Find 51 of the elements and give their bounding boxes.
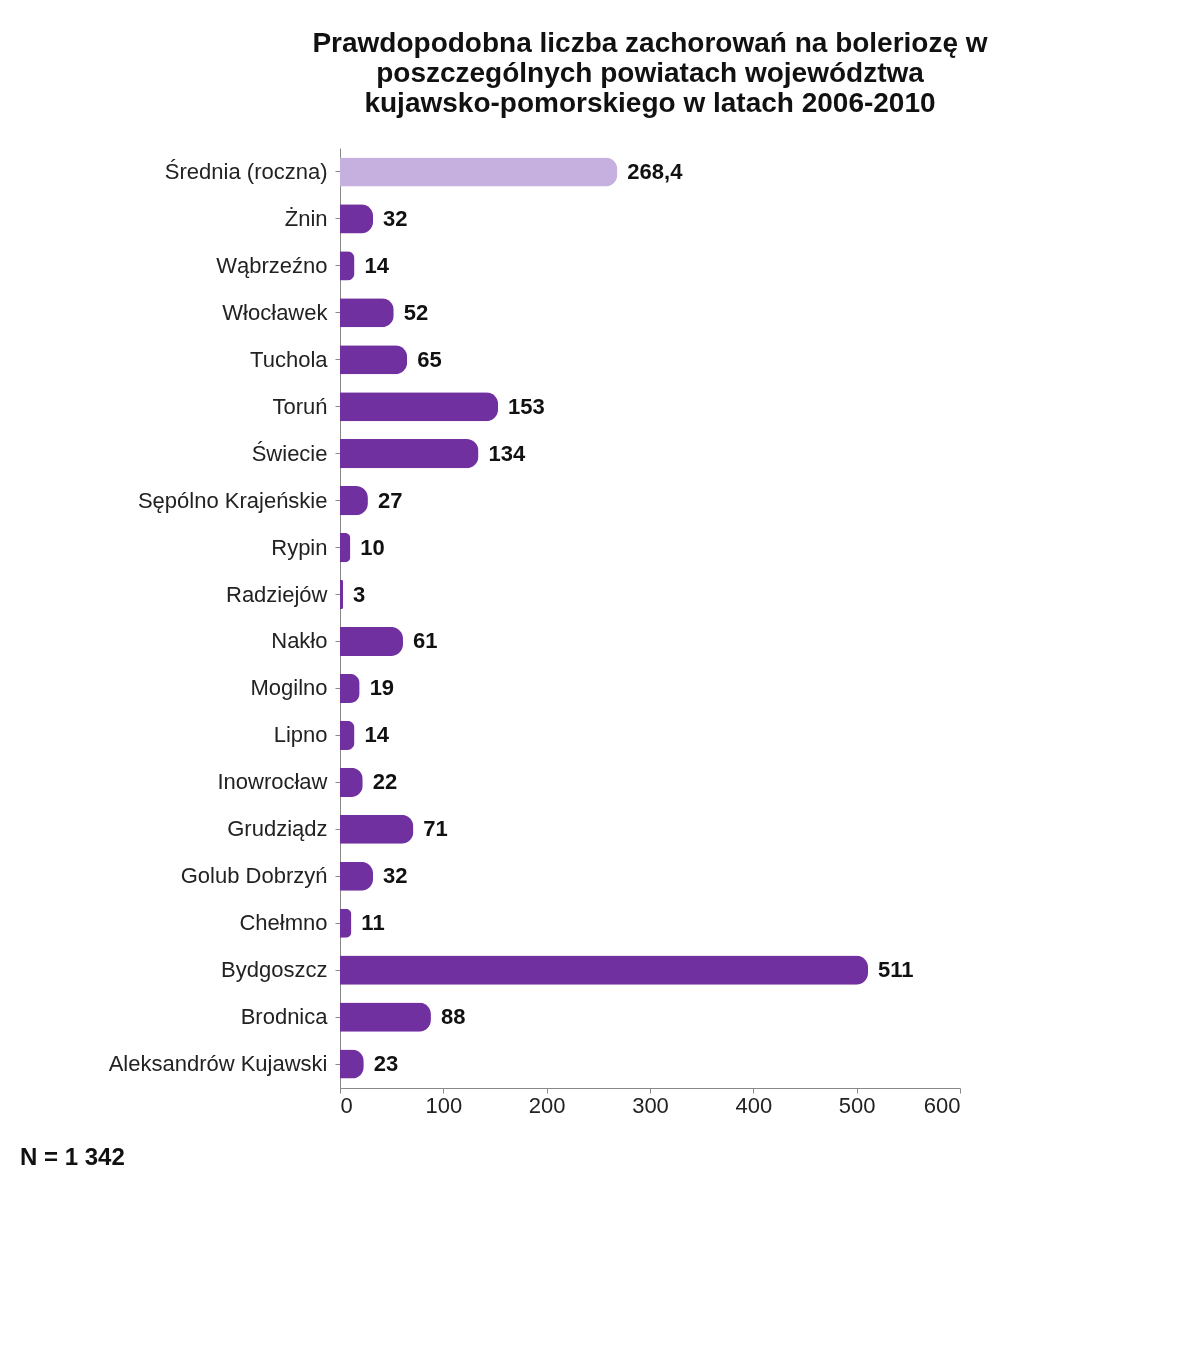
- data-label: 23: [373, 1051, 399, 1077]
- y-tick-label: Nakło: [271, 628, 328, 654]
- text: Prawdopodobna liczba zachorowań na boleriozę w: [312, 27, 988, 58]
- x-tick-label: 0: [340, 1092, 353, 1118]
- x-tick-label: 200: [528, 1092, 566, 1118]
- y-tick-label: Żnin: [284, 205, 328, 231]
- y-tick-label: Chełmno: [239, 910, 328, 936]
- data-label: 32: [383, 863, 408, 889]
- data-label: 153: [508, 393, 545, 419]
- x-tick-label: 400: [735, 1092, 773, 1118]
- data-label: 11: [361, 910, 385, 936]
- y-tick-label: Brodnica: [240, 1004, 329, 1030]
- data-label: 19: [369, 675, 395, 701]
- x-tick-label: 500: [838, 1092, 876, 1118]
- data-label: 88: [440, 1004, 466, 1030]
- data-label: 52: [403, 299, 429, 325]
- x-tick-label: 300: [632, 1092, 669, 1118]
- y-tick-label: Wąbrzeźno: [216, 252, 328, 278]
- data-label: 22: [372, 769, 398, 795]
- y-tick-label: Toruń: [272, 393, 328, 419]
- data-label: 61: [413, 628, 438, 654]
- data-label: 3: [353, 581, 366, 607]
- y-tick-label: Świecie: [251, 440, 328, 466]
- x-tick-label: 100: [425, 1092, 463, 1118]
- y-tick-label: Rypin: [271, 534, 328, 560]
- text: poszczególnych powiatach województwa: [376, 57, 924, 88]
- data-label: 71: [423, 816, 448, 842]
- y-tick-label: Grudziądz: [227, 816, 328, 842]
- data-label: 268,4: [627, 158, 684, 184]
- x-tick-label: 600: [923, 1092, 961, 1118]
- data-label: 27: [377, 487, 403, 513]
- y-tick-label: Średnia (roczna): [164, 158, 328, 184]
- y-tick-label: Golub Dobrzyń: [180, 863, 328, 889]
- y-tick-label: Radziejów: [226, 581, 328, 607]
- y-tick-label: Aleksandrów Kujawski: [108, 1051, 328, 1077]
- data-label: 65: [417, 346, 442, 372]
- y-tick-label: Inowrocław: [217, 769, 328, 795]
- data-label: 134: [488, 440, 526, 466]
- data-label: 10: [360, 534, 385, 560]
- y-tick-label: Lipno: [273, 722, 328, 748]
- text: N = 1 342: [20, 1143, 125, 1170]
- y-tick-label: Sępólno Krajeńskie: [137, 487, 328, 513]
- data-label: 511: [878, 957, 914, 983]
- text: kujawsko-pomorskiego w latach 2006-2010: [364, 87, 936, 118]
- y-tick-label: Tuchola: [250, 346, 329, 372]
- data-label: 14: [364, 722, 390, 748]
- y-tick-label: Bydgoszcz: [221, 957, 328, 983]
- data-label: 32: [383, 205, 408, 231]
- data-label: 14: [364, 252, 390, 278]
- y-tick-label: Mogilno: [250, 675, 328, 701]
- y-tick-label: Włocławek: [222, 299, 329, 325]
